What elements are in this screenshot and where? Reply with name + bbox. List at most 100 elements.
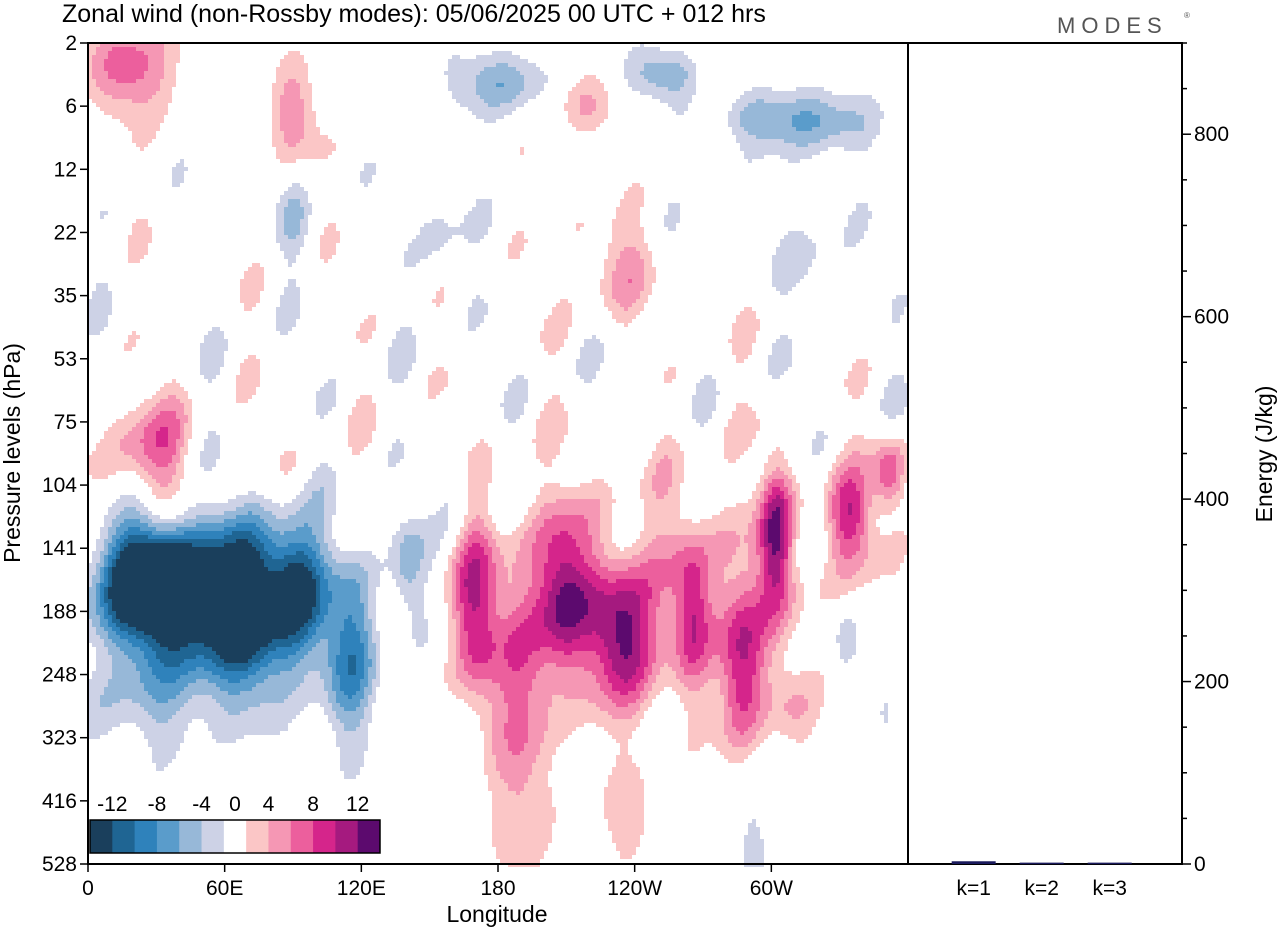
- heatmap-cell: [108, 555, 116, 559]
- heatmap-cell: [144, 427, 160, 431]
- heatmap-cell: [96, 287, 108, 291]
- heatmap-cell: [308, 671, 320, 675]
- heatmap-cell: [860, 535, 868, 539]
- heatmap-cell: [460, 615, 464, 619]
- heatmap-cell: [536, 447, 560, 451]
- heatmap-cell: [844, 459, 880, 463]
- heatmap-cell: [544, 567, 560, 571]
- heatmap-cell: [524, 595, 540, 599]
- heatmap-cell: [368, 699, 376, 703]
- heatmap-cell: [668, 103, 688, 107]
- heatmap-cell: [752, 699, 760, 703]
- heatmap-cell: [492, 51, 512, 55]
- heatmap-cell: [548, 627, 616, 631]
- heatmap-cell: [892, 319, 900, 323]
- heatmap-cell: [496, 63, 508, 67]
- heatmap-cell: [616, 623, 632, 627]
- heatmap-cell: [228, 679, 240, 683]
- heatmap-cell: [204, 447, 220, 451]
- heatmap-cell: [676, 639, 684, 643]
- heatmap-cell: [452, 579, 456, 583]
- heatmap-cell: [644, 687, 652, 691]
- heatmap-cell: [788, 535, 792, 539]
- heatmap-cell: [788, 491, 796, 495]
- heatmap-cell: [116, 559, 264, 563]
- heatmap-cell: [304, 207, 312, 211]
- heatmap-cell: [516, 375, 524, 379]
- heatmap-cell: [624, 655, 628, 659]
- heatmap-cell: [796, 523, 800, 527]
- heatmap-cell: [148, 515, 160, 519]
- heatmap-cell: [656, 619, 676, 623]
- heatmap-cell: [156, 391, 188, 395]
- heatmap-cell: [424, 547, 440, 551]
- heatmap-cell: [176, 471, 184, 475]
- heatmap-cell: [728, 579, 756, 583]
- heatmap-cell: [316, 583, 320, 587]
- heatmap-cell: [696, 635, 708, 639]
- heatmap-cell: [852, 367, 872, 371]
- heatmap-cell: [628, 703, 640, 707]
- heatmap-cell: [780, 539, 784, 543]
- heatmap-cell: [324, 555, 332, 559]
- heatmap-cell: [848, 371, 868, 375]
- heatmap-cell: [632, 543, 648, 547]
- heatmap-cell: [760, 699, 772, 703]
- heatmap-cell: [796, 587, 804, 591]
- heatmap-cell: [460, 619, 464, 623]
- heatmap-cell: [108, 535, 112, 539]
- heatmap-cell: [516, 627, 548, 631]
- heatmap-cell: [864, 495, 872, 499]
- heatmap-cell: [792, 575, 800, 579]
- heatmap-cell: [772, 575, 780, 579]
- heatmap-cell: [244, 503, 260, 507]
- heatmap-cell: [552, 647, 608, 651]
- heatmap-cell: [748, 543, 756, 547]
- heatmap-cell: [360, 323, 376, 327]
- heatmap-cell: [608, 567, 628, 571]
- heatmap-cell: [280, 119, 304, 123]
- heatmap-cell: [868, 547, 908, 551]
- heatmap-cell: [316, 619, 324, 623]
- heatmap-cell: [724, 711, 732, 715]
- heatmap-cell: [792, 555, 796, 559]
- heatmap-cell: [780, 607, 788, 611]
- heatmap-cell: [368, 575, 380, 579]
- heatmap-cell: [836, 491, 840, 495]
- heatmap-cell: [576, 371, 596, 375]
- heatmap-cell: [624, 247, 636, 251]
- heatmap-cell: [324, 383, 336, 387]
- heatmap-cell: [556, 635, 580, 639]
- heatmap-cell: [864, 491, 896, 495]
- heatmap-cell: [372, 663, 376, 667]
- heatmap-cell: [496, 755, 536, 759]
- heatmap-cell: [772, 547, 780, 551]
- heatmap-cell: [560, 567, 576, 571]
- heatmap-cell: [416, 571, 428, 575]
- heatmap-cell: [772, 651, 784, 655]
- heatmap-cell: [780, 731, 812, 735]
- heatmap-cell: [456, 643, 460, 647]
- heatmap-cell: [736, 319, 760, 323]
- heatmap-cell: [836, 519, 840, 523]
- heatmap-cell: [128, 543, 192, 547]
- heatmap-cell: [484, 119, 496, 123]
- heatmap-cell: [504, 83, 524, 87]
- heatmap-cell: [456, 579, 460, 583]
- heatmap-cell: [536, 443, 560, 447]
- heatmap-cell: [276, 223, 284, 227]
- heatmap-cell: [276, 75, 308, 79]
- heatmap-cell: [496, 759, 536, 763]
- heatmap-cell: [676, 635, 684, 639]
- heatmap-cell: [344, 775, 356, 779]
- logo-registered-mark: ®: [1184, 11, 1190, 20]
- heatmap-cell: [452, 567, 456, 571]
- heatmap-cell: [220, 675, 248, 679]
- heatmap-cell: [532, 503, 544, 507]
- heatmap-cell: [360, 635, 368, 639]
- heatmap-cell: [276, 79, 288, 83]
- heatmap-cell: [416, 235, 452, 239]
- heatmap-cell: [740, 655, 748, 659]
- x-tick-label: 60E: [206, 877, 243, 900]
